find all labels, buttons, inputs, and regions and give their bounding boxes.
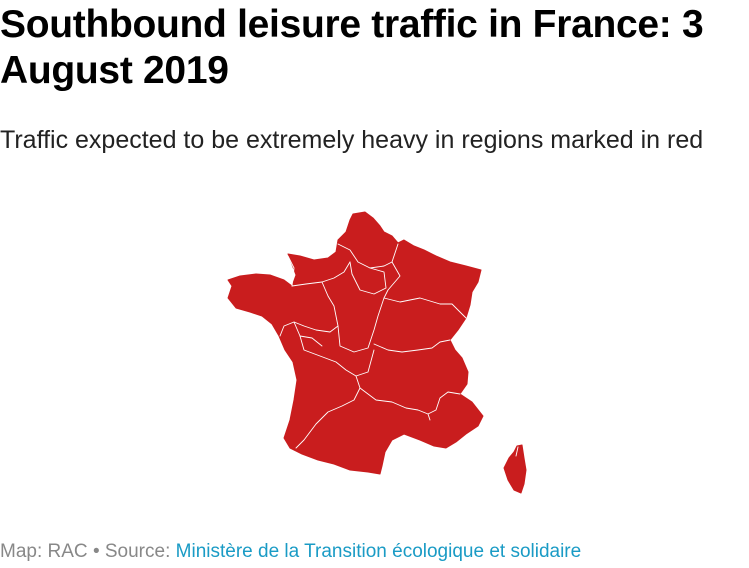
region-border [293, 321, 375, 377]
region-border [279, 281, 339, 337]
source-label: Source: [104, 541, 171, 562]
region-border [295, 375, 361, 449]
credit-value: RAC [47, 541, 88, 562]
region-border [291, 261, 351, 287]
map-subtitle: Traffic expected to be extremely heavy i… [0, 126, 704, 154]
region-border [383, 261, 467, 319]
footer-separator: • [92, 541, 100, 562]
region-border [427, 391, 461, 415]
region-border [337, 297, 385, 353]
region-borders-layer [279, 243, 519, 457]
credit-label: Map: [0, 541, 43, 562]
region-border [299, 335, 323, 347]
region-border [287, 255, 295, 287]
france-map-svg [227, 211, 527, 494]
corsica [503, 444, 527, 494]
regions-layer [227, 211, 527, 494]
region-border [515, 446, 519, 457]
france-map [200, 200, 550, 510]
source-link[interactable]: Ministère de la Transition écologique et… [175, 541, 582, 562]
region-border [373, 339, 451, 353]
region-border [349, 261, 387, 295]
map-footer: Map: RAC • Source: Ministère de la Trans… [0, 539, 745, 565]
map-title: Southbound leisure traffic in France: 3 … [0, 3, 704, 92]
mainland-france [227, 211, 484, 475]
